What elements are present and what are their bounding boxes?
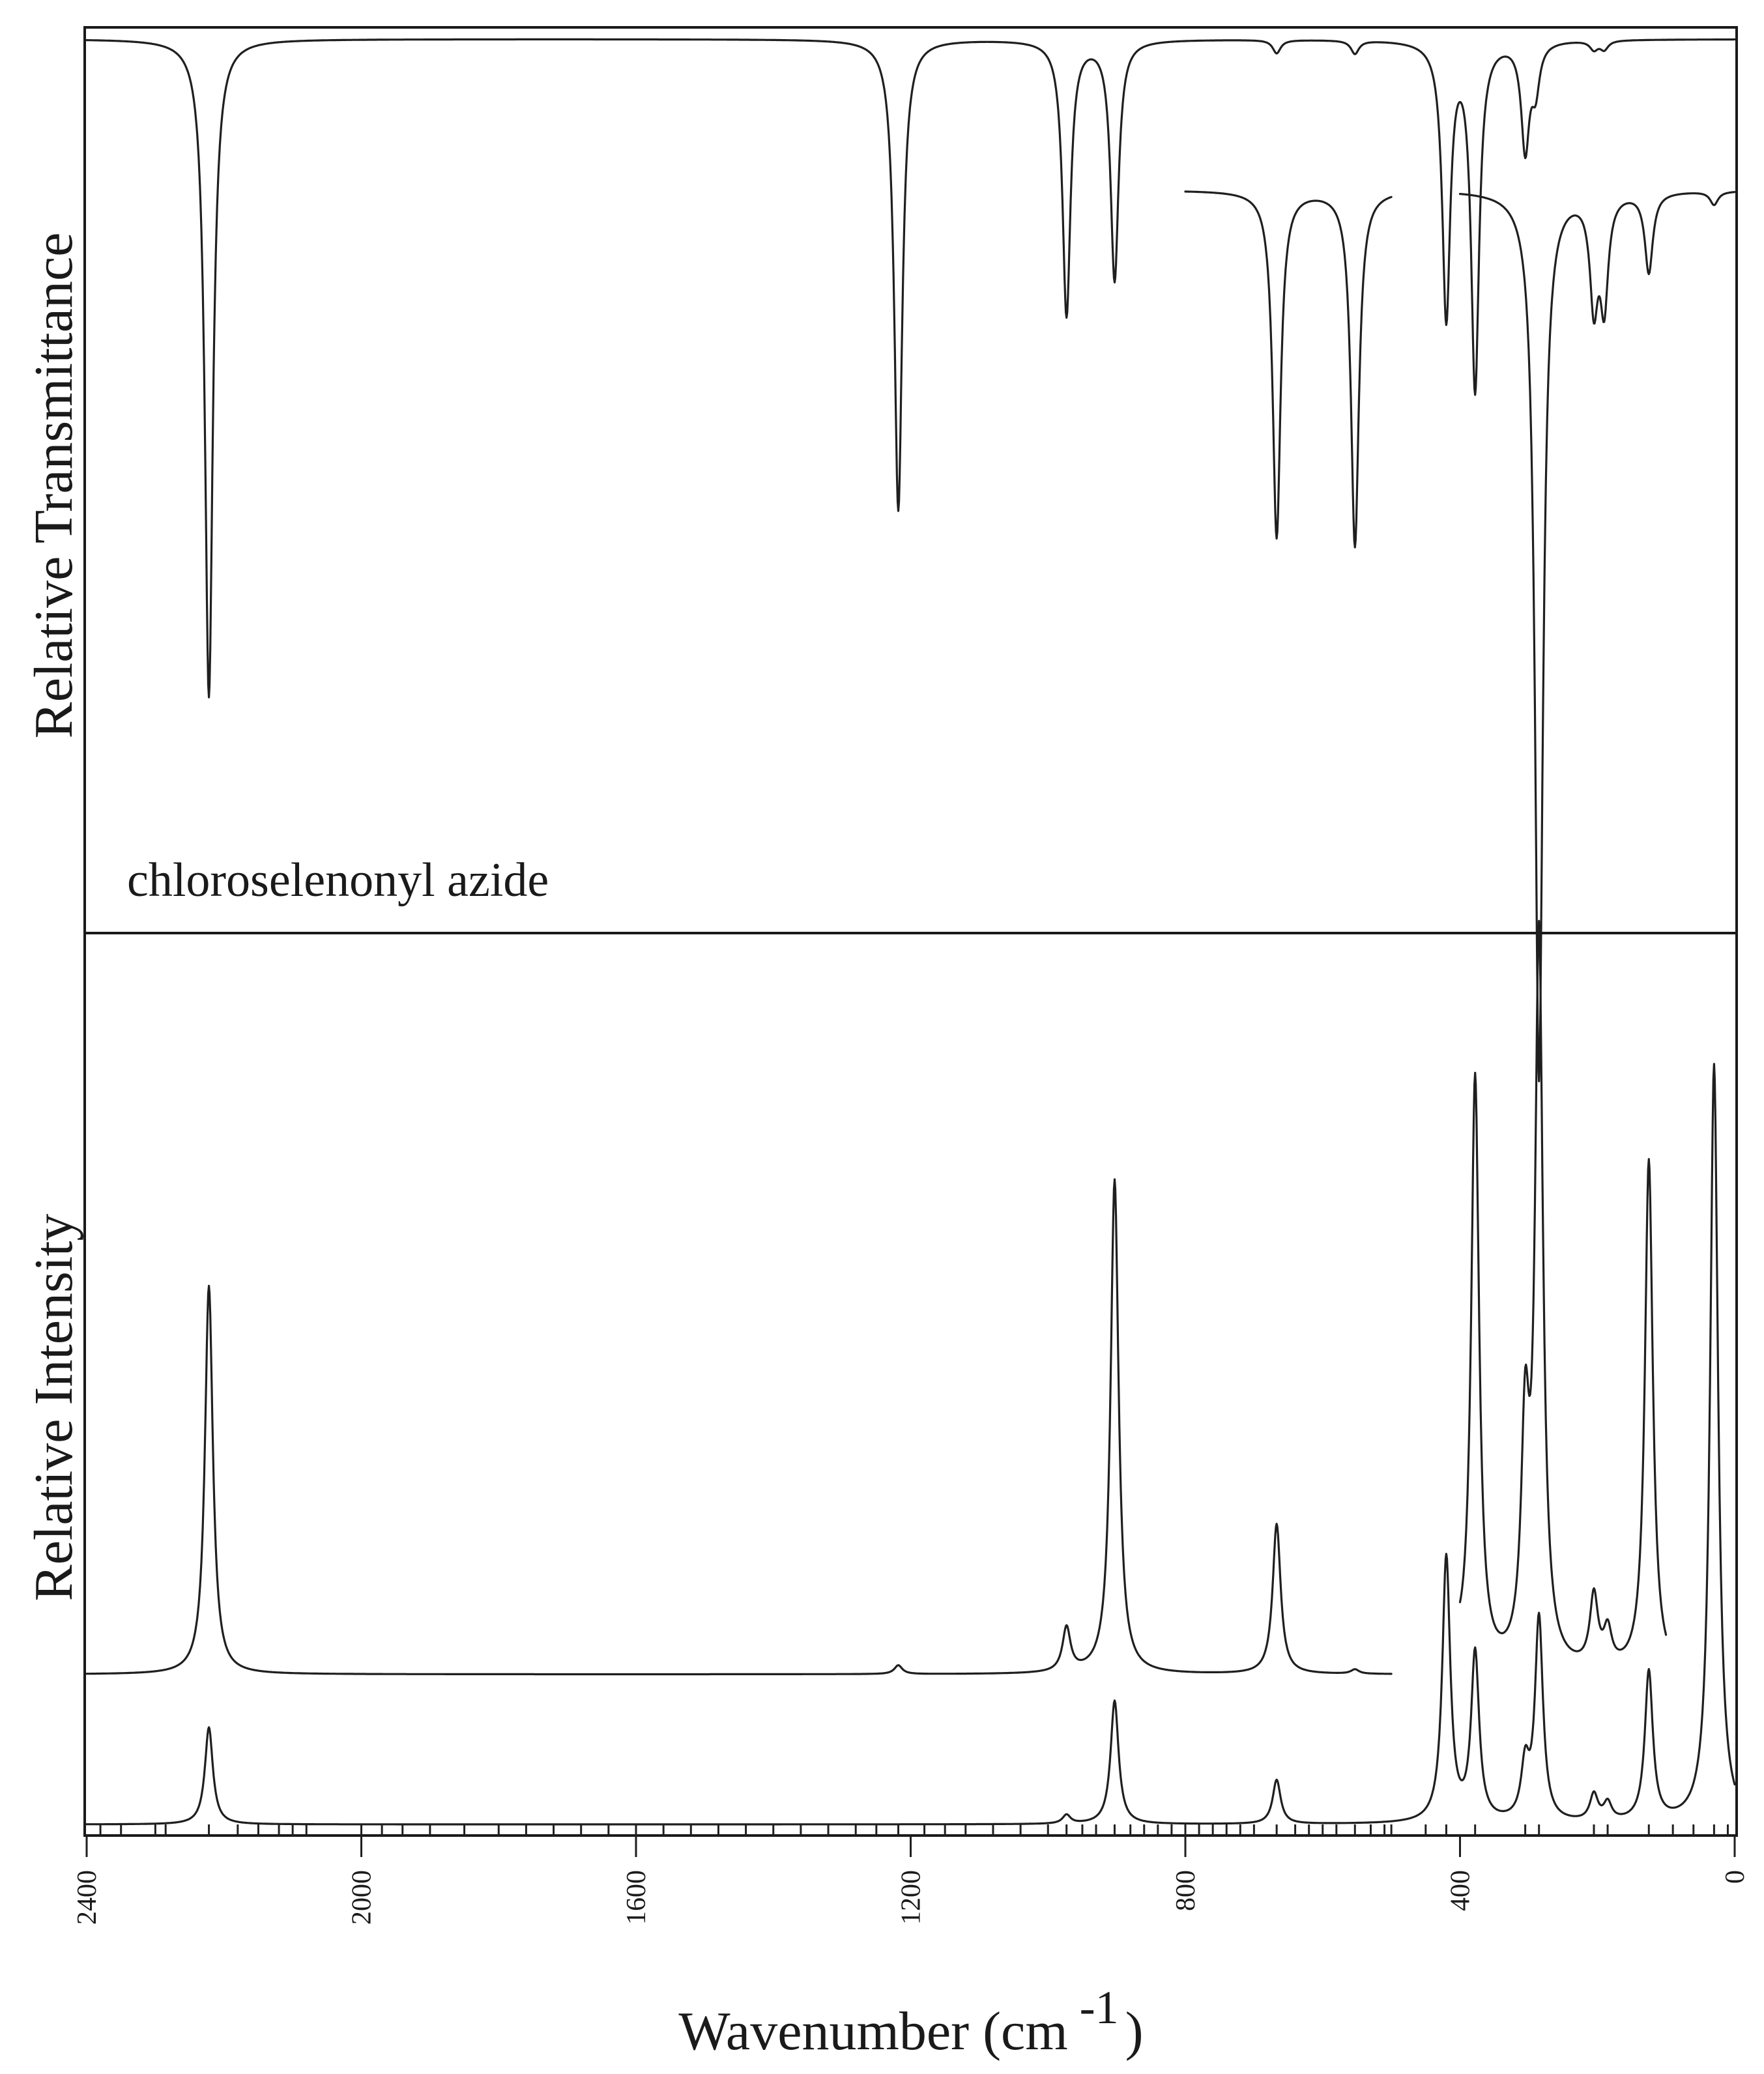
intensity-trace-2: [1458, 919, 1668, 1652]
x-tick-label: 2000: [347, 1870, 377, 1925]
calculated-stick-marks: [99, 1824, 1729, 1836]
x-axis-label: Wavenumber (cm -1): [678, 1981, 1143, 2062]
x-tick-label: 800: [1171, 1870, 1201, 1911]
x-axis-label-close: ): [1125, 2001, 1144, 2062]
x-tick-label: 1200: [897, 1870, 927, 1925]
intensity-trace-3: [85, 1063, 1736, 1826]
transmittance-trace-1: [85, 38, 1736, 699]
top-panel-frame: [83, 26, 1738, 934]
y-axis-label-intensity: Relative Intensity: [23, 1214, 84, 1602]
top-panel: chloroselenonyl azide Relative Transmitt…: [23, 26, 1738, 1082]
x-tick-label: 2400: [72, 1870, 102, 1925]
x-tick-label: 0: [1720, 1870, 1750, 1884]
intensity-trace-1: [85, 1178, 1393, 1676]
y-axis-label-transmittance: Relative Transmittance: [23, 233, 84, 739]
transmittance-trace-3: [1458, 191, 1736, 1082]
x-tick-label: 1600: [622, 1870, 652, 1925]
intensity-traces: [85, 919, 1736, 1826]
bottom-panel-frame: [83, 932, 1738, 1837]
x-axis-ticks: 2400 2000 1600 1200 800 400 0: [72, 1836, 1750, 1925]
compound-label: chloroselenonyl azide: [127, 854, 549, 907]
x-axis-label-main: Wavenumber (cm: [678, 2001, 1067, 2062]
bottom-panel: Relative Intensity: [23, 919, 1738, 1837]
x-axis-label-exponent: -1: [1080, 1981, 1119, 2034]
transmittance-traces: [85, 38, 1736, 1082]
x-tick-label: 400: [1446, 1870, 1476, 1911]
transmittance-trace-2: [1184, 190, 1393, 549]
